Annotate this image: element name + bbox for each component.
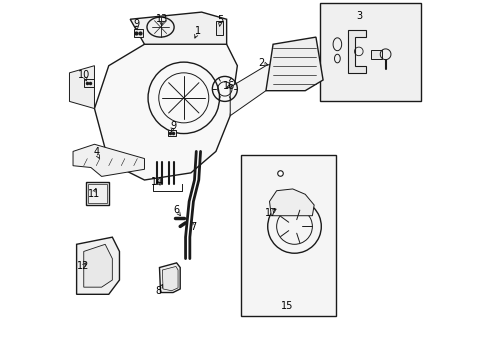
Polygon shape — [83, 244, 112, 287]
Text: 5: 5 — [217, 15, 223, 25]
Polygon shape — [73, 144, 144, 176]
Text: 12: 12 — [77, 261, 89, 271]
Text: 7: 7 — [190, 222, 196, 232]
Bar — [319, 3, 421, 102]
Bar — [216, 21, 223, 35]
Bar — [134, 29, 142, 37]
Polygon shape — [230, 55, 305, 116]
Bar — [85, 182, 108, 205]
Polygon shape — [77, 237, 119, 294]
Text: 15: 15 — [280, 301, 292, 311]
Text: 13: 13 — [155, 14, 167, 24]
Text: 17: 17 — [264, 208, 277, 218]
Bar — [83, 79, 94, 87]
Text: 3: 3 — [356, 12, 362, 21]
Polygon shape — [130, 12, 226, 44]
Polygon shape — [269, 189, 313, 216]
Text: 16: 16 — [223, 81, 235, 91]
Text: 9: 9 — [170, 121, 176, 131]
Polygon shape — [69, 66, 94, 109]
Text: 8: 8 — [155, 287, 162, 296]
Text: 14: 14 — [150, 177, 163, 187]
Text: 6: 6 — [173, 205, 179, 215]
Bar — [370, 50, 381, 59]
Polygon shape — [347, 30, 365, 73]
Polygon shape — [159, 263, 180, 293]
Bar — [88, 184, 106, 203]
Bar — [167, 130, 175, 136]
Text: 9: 9 — [133, 18, 139, 28]
Polygon shape — [94, 37, 237, 180]
Polygon shape — [265, 37, 323, 91]
Text: 10: 10 — [78, 69, 90, 80]
Text: 1: 1 — [195, 26, 201, 36]
Text: 4: 4 — [93, 147, 99, 157]
Bar — [241, 155, 335, 316]
Polygon shape — [162, 266, 178, 291]
Text: 2: 2 — [257, 58, 264, 68]
Text: 11: 11 — [87, 189, 100, 199]
